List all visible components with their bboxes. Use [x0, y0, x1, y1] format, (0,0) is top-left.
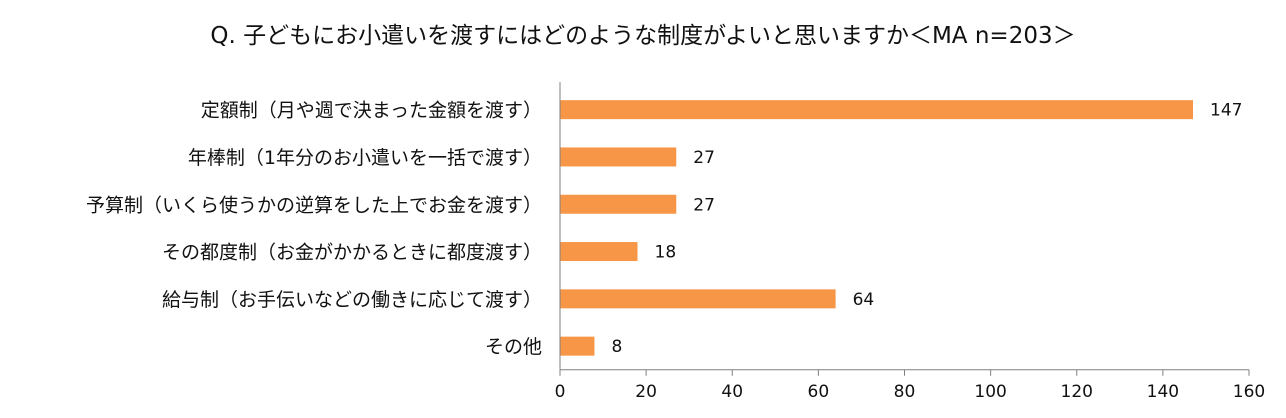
data-label: 27 [693, 195, 715, 215]
plot-area: 定額制（月や週で決まった金額を渡す） 147 年棒制（1年分のお小遣いを一括で渡す）… [86, 82, 1265, 402]
category-label: その都度制（お金がかかるときに都度渡す） [162, 242, 542, 264]
data-label: 27 [693, 148, 715, 168]
bar [560, 242, 638, 262]
bar [560, 100, 1194, 120]
x-tick-label: 40 [721, 382, 743, 402]
category-label: 定額制（月や週で決まった金額を渡す） [201, 100, 542, 122]
x-tick-label: 120 [1061, 382, 1093, 402]
category-label: 年棒制（1年分のお小遣いを一括で渡す） [188, 147, 542, 169]
x-tick-label: 0 [555, 382, 566, 402]
data-label: 147 [1210, 101, 1242, 121]
data-label: 8 [611, 337, 622, 357]
category-label: 給与制（お手伝いなどの働きに応じて渡す） [162, 289, 542, 311]
x-tick-label: 160 [1233, 382, 1265, 402]
data-label: 18 [655, 243, 677, 263]
x-tick-label: 60 [808, 382, 830, 402]
x-tick-label: 100 [974, 382, 1006, 402]
x-tick-label: 80 [894, 382, 916, 402]
bar [560, 147, 677, 167]
bar [560, 194, 677, 214]
bar [560, 336, 595, 356]
category-label: その他 [485, 336, 542, 358]
chart-title: Q. 子どもにお小遣いを渡すにはどのような制度がよいと思いますか＜MA n=20… [210, 23, 1076, 49]
category-label: 予算制（いくら使うかの逆算をした上でお金を渡す） [86, 194, 542, 216]
x-tick-label: 140 [1147, 382, 1179, 402]
x-tick-label: 20 [635, 382, 657, 402]
bar [560, 289, 836, 309]
data-label: 64 [853, 290, 875, 310]
